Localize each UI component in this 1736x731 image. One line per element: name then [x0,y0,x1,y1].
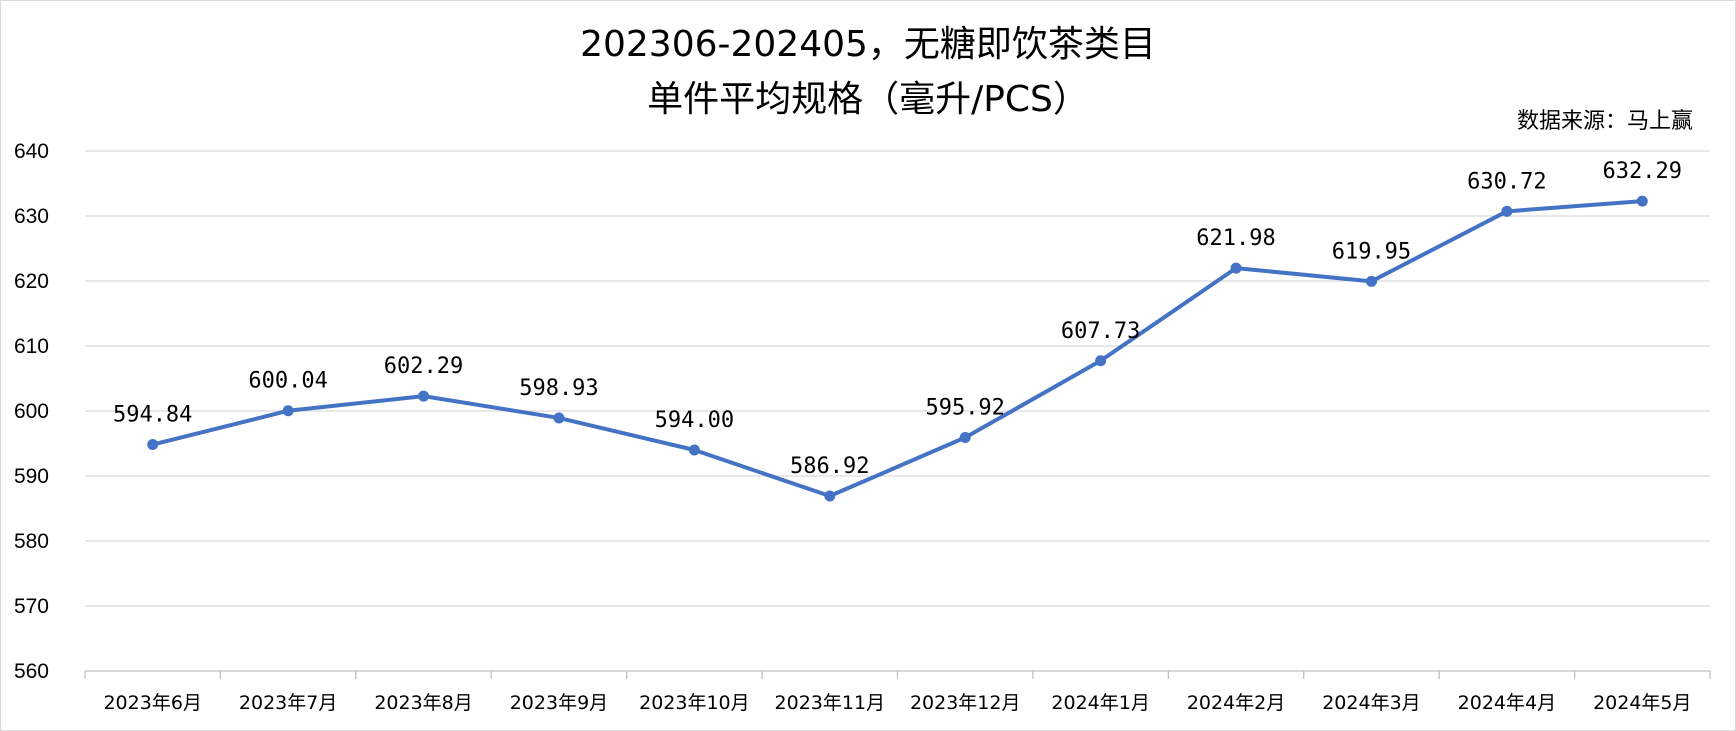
data-point [418,390,430,402]
x-axis-ticks: 2023年6月 2023年7月 2023年8月 2023年9月 2023年10月 2023… [103,692,1691,714]
data-source-note: 数据来源：马上赢 [1517,109,1693,134]
data-label: 594.00 [655,408,734,433]
data-point [1501,205,1513,217]
y-tick-label-580: 580 [14,530,49,553]
data-label: 600.04 [248,369,327,394]
y-tick-label-610: 610 [14,335,49,358]
y-tick-label-640: 640 [14,140,49,163]
data-label: 586.92 [790,454,869,479]
data-label: 621.98 [1196,226,1275,251]
data-point [282,405,294,417]
data-label: 630.72 [1467,169,1546,194]
data-label: 595.92 [925,396,1004,421]
data-point [959,432,971,444]
series-line [150,199,1645,499]
x-tick-label: 2024年4月 [1458,692,1556,714]
y-tick-label-560: 560 [14,660,49,683]
data-point [1095,355,1107,367]
x-tick-label: 2023年9月 [510,692,608,714]
y-axis-ticks: 560 570 580 590 600 610 620 630 640 [14,140,49,683]
y-tick-label-620: 620 [14,270,49,293]
x-tick-label: 2023年11月 [775,692,886,714]
data-label: 602.29 [384,354,463,379]
data-point [688,444,700,456]
x-tick-label: 2024年2月 [1187,692,1285,714]
x-tick-label: 2024年1月 [1051,692,1149,714]
gridlines [85,150,1710,607]
data-point [824,490,836,502]
chart-title-line-2: 单件平均规格（毫升/PCS） [647,79,1089,120]
chart-title-line-1: 202306-202405，无糖即饮茶类目 [580,24,1156,65]
x-tick-label: 2024年5月 [1593,692,1691,714]
data-label: 632.29 [1603,159,1682,184]
data-point [553,412,565,424]
data-label: 607.73 [1061,319,1140,344]
x-tick-label: 2023年10月 [639,692,750,714]
x-tick-label: 2023年7月 [239,692,337,714]
y-tick-label-590: 590 [14,465,49,488]
y-tick-label-600: 600 [14,400,49,423]
data-label: 619.95 [1332,239,1411,264]
x-tick-label: 2023年8月 [374,692,472,714]
data-point [1636,195,1648,207]
x-tick-label: 2024年3月 [1322,692,1420,714]
y-tick-label-630: 630 [14,205,49,228]
x-tick-label: 2023年6月 [103,692,201,714]
series-line-group [147,195,1648,502]
y-tick-label-570: 570 [14,595,49,618]
x-tick-label: 2023年12月 [910,692,1021,714]
data-point [1230,262,1242,274]
data-point [1365,275,1377,287]
data-labels: 594.84 600.04 602.29 598.93 594.00 586.92 595.… [113,159,1682,479]
data-point [147,439,159,451]
data-label: 594.84 [113,403,192,428]
x-axis [84,670,1711,679]
data-label: 598.93 [519,376,598,401]
